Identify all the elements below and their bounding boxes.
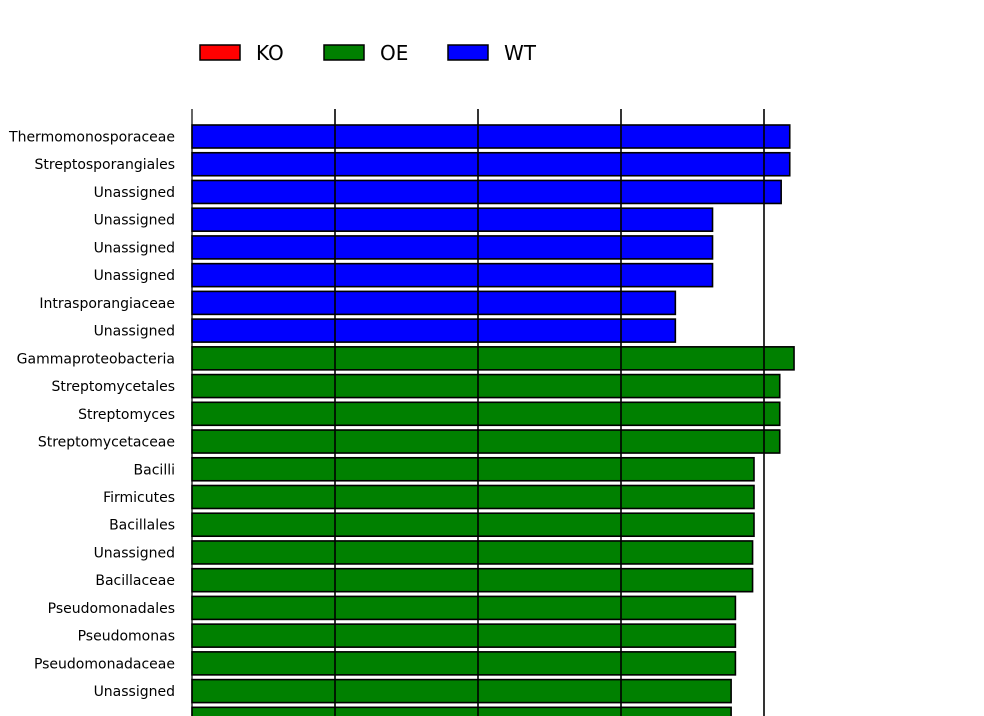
category-label: Unassigned bbox=[94, 240, 175, 256]
legend-swatch-wt bbox=[447, 44, 489, 61]
category-label: Unassigned bbox=[94, 684, 175, 700]
category-label: Intrasporangiaceae bbox=[39, 296, 175, 312]
category-label: Streptomycetaceae bbox=[38, 435, 175, 451]
bar bbox=[191, 678, 732, 704]
category-label: Unassigned bbox=[94, 213, 175, 229]
bars-group bbox=[191, 124, 795, 716]
bar bbox=[191, 623, 737, 648]
category-label: Gammaproteobacteria bbox=[17, 351, 175, 367]
legend-swatch-ko bbox=[199, 44, 241, 61]
category-label: Streptomycetales bbox=[52, 379, 175, 395]
bar bbox=[191, 706, 732, 716]
gridlines bbox=[191, 109, 765, 716]
category-label: Unassigned bbox=[94, 268, 175, 284]
category-label: Firmicutes bbox=[103, 490, 175, 506]
category-labels: Thermomonosporaceae Streptosporangiales Un… bbox=[8, 130, 175, 701]
bar bbox=[191, 290, 677, 316]
bar bbox=[191, 512, 755, 538]
bar bbox=[191, 540, 754, 565]
category-label: Thermomonosporaceae bbox=[8, 130, 175, 146]
bar bbox=[191, 373, 781, 399]
category-label: Unassigned bbox=[94, 185, 175, 201]
legend-label-ko: KO bbox=[256, 41, 284, 65]
legend-swatch-oe bbox=[323, 44, 365, 61]
bar bbox=[191, 124, 791, 149]
bar bbox=[191, 456, 755, 482]
bar bbox=[191, 484, 755, 510]
category-label: Bacillales bbox=[109, 518, 175, 534]
category-label: Unassigned bbox=[94, 324, 175, 340]
bar bbox=[191, 567, 754, 593]
bar bbox=[191, 401, 781, 427]
bar bbox=[191, 179, 782, 205]
legend-label-wt: WT bbox=[504, 41, 537, 65]
category-label: Bacilli bbox=[134, 462, 175, 478]
legend: KO OE WT bbox=[199, 41, 537, 65]
bar bbox=[191, 235, 714, 260]
bar bbox=[191, 595, 737, 621]
category-label: Pseudomonas bbox=[78, 629, 175, 645]
category-label: Streptomyces bbox=[78, 407, 175, 423]
bar bbox=[191, 346, 795, 371]
bar bbox=[191, 429, 781, 454]
category-label: Streptosporangiales bbox=[35, 157, 176, 173]
bar bbox=[191, 262, 714, 288]
category-label: Pseudomonadales bbox=[48, 601, 175, 617]
legend-label-oe: OE bbox=[380, 41, 408, 65]
bar bbox=[191, 651, 737, 676]
category-label: Unassigned bbox=[94, 545, 175, 561]
bar bbox=[191, 207, 714, 232]
bar bbox=[191, 318, 677, 343]
category-label: Pseudomonadaceae bbox=[34, 656, 175, 672]
category-label: Bacillaceae bbox=[95, 573, 175, 589]
bar bbox=[191, 151, 791, 177]
